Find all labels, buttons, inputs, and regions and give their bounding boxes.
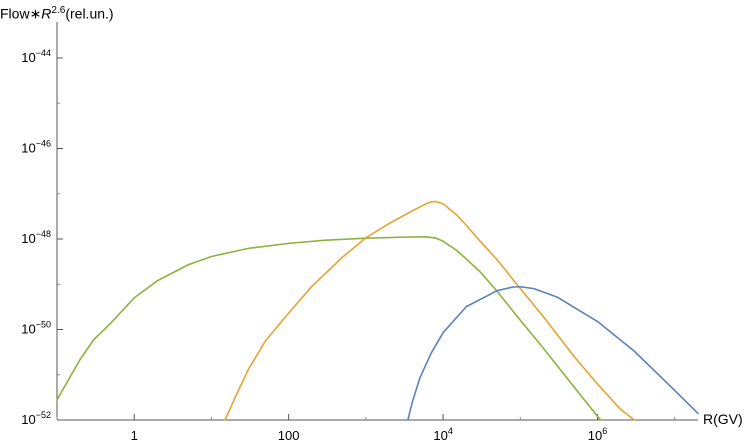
y-axis-label-base: Flow [0,5,30,22]
x-tick-label: 100 [278,428,300,443]
y-axis-label: Flow∗R2.6(rel.un.) [0,5,114,23]
series-line-2 [224,200,636,421]
y-tick-label: 10−48 [21,229,51,246]
y-axis-label-unit: (rel.un.) [65,5,114,22]
y-tick-label: 10−52 [21,410,51,427]
y-tick-label: 10−50 [21,320,51,337]
series-layer [56,200,699,421]
y-axis-label-star: ∗ [29,5,42,22]
y-tick-label: 10−44 [21,48,51,65]
y-tick-label: 10−46 [21,139,51,156]
y-axis-label-var: R [41,5,52,22]
x-axis-label: R(GV) [703,411,743,427]
y-axis-label-exp: 2.6 [51,5,66,16]
series-line-1 [56,235,602,421]
x-tick-label: 1 [131,428,138,443]
series-line-3 [407,285,699,421]
axis-ticks: 10−52 10−50 10−48 10−46 10−44 1 100 104 106 [21,48,676,443]
x-tick-label: 106 [588,426,607,443]
x-tick-label: 104 [433,426,452,443]
